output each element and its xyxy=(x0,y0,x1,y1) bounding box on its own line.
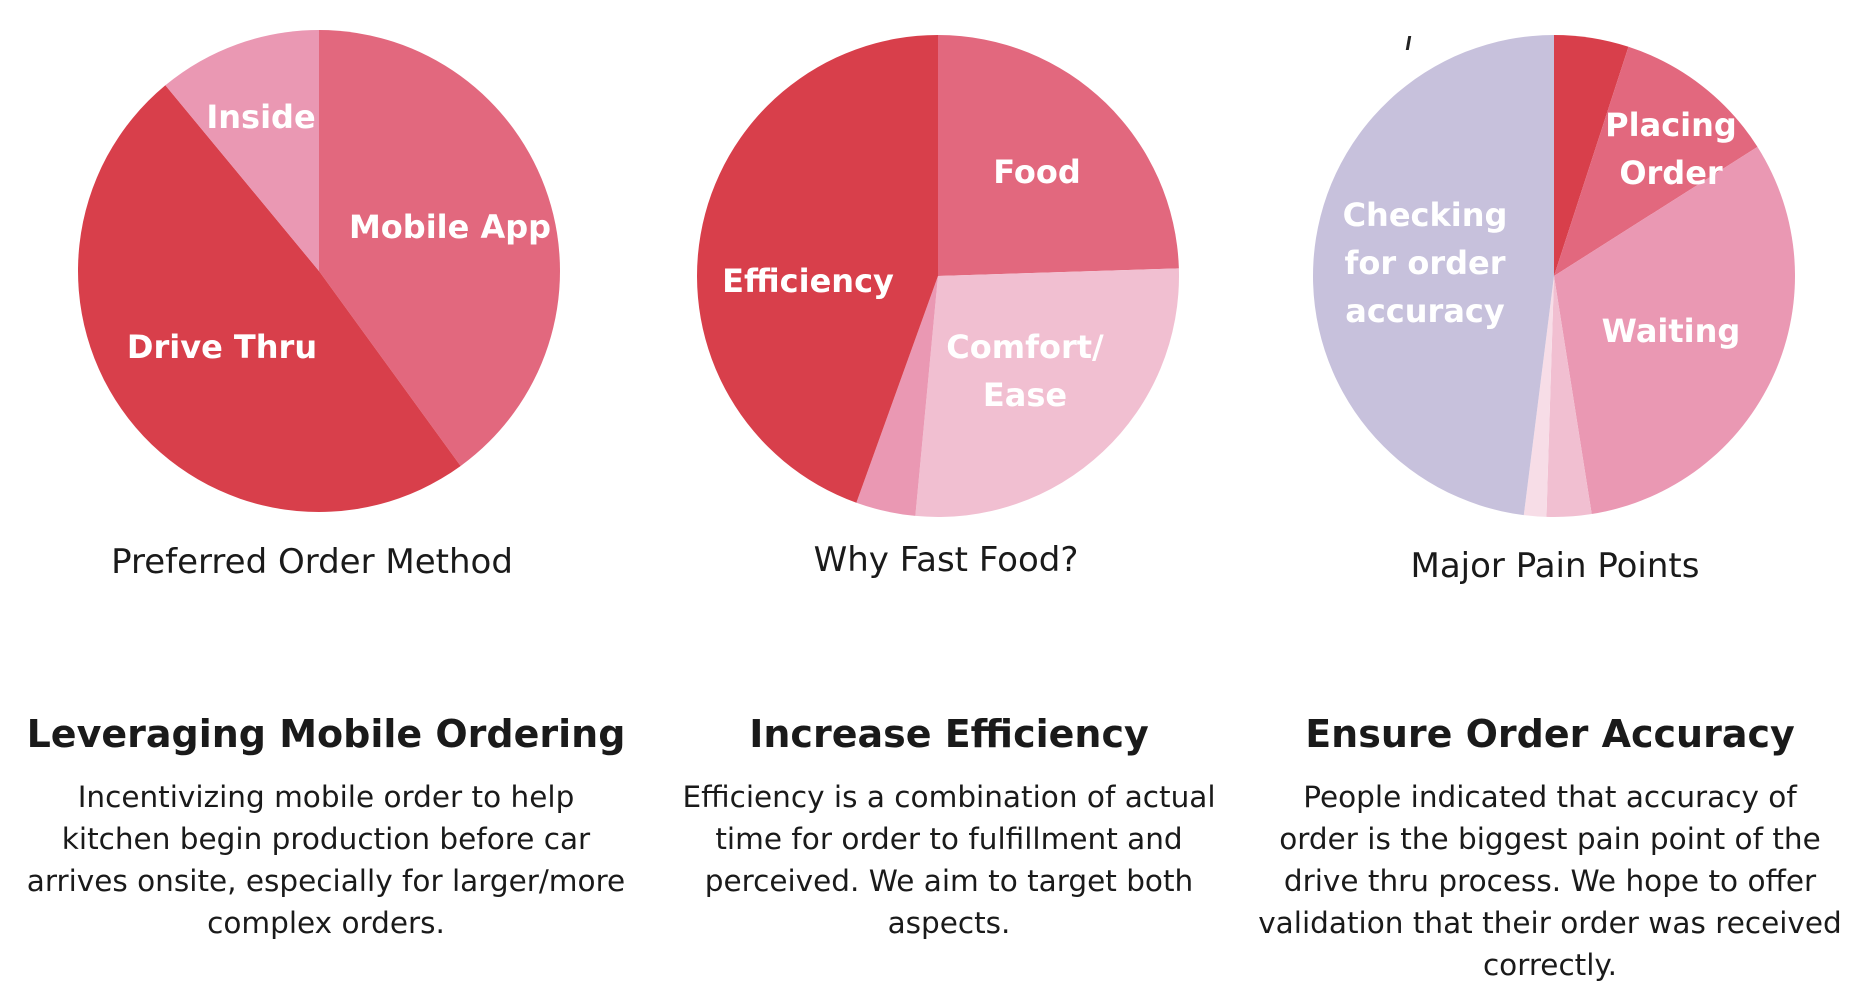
pie-slice xyxy=(856,276,938,516)
slice-label: Food xyxy=(993,153,1080,191)
paragraph-line: Efficiency is a combination of actual xyxy=(682,780,1216,814)
pie-slice xyxy=(165,30,319,271)
paragraph-line: complex orders. xyxy=(207,906,445,940)
paragraph-line: order is the biggest pain point of the xyxy=(1279,822,1821,856)
chart-title-order-method: Preferred Order Method xyxy=(111,542,513,582)
paragraph-line: Incentivizing mobile order to help xyxy=(77,780,575,814)
pie-chart-1: Mobile App Drive Thru Inside xyxy=(78,30,560,512)
pie-slice xyxy=(696,35,938,503)
pie-chart-3: Placing Order Waiting Checking for order accu… xyxy=(1312,35,1795,518)
paragraph-line: arrives onsite, especially for larger/mo… xyxy=(26,864,626,898)
pie-slice xyxy=(1554,146,1795,515)
paragraph-increase-efficiency: Efficiency is a combination of actual ti… xyxy=(649,776,1249,944)
slice-label: Checking for order accuracy xyxy=(1343,196,1508,330)
pie-slice xyxy=(1554,46,1758,276)
pie-slice xyxy=(1546,276,1592,518)
chart-title-why-fast-food: Why Fast Food? xyxy=(813,540,1079,580)
heading-increase-efficiency: Increase Efficiency xyxy=(749,712,1149,756)
pie-slice xyxy=(1554,35,1629,276)
heading-order-accuracy: Ensure Order Accuracy xyxy=(1305,712,1795,756)
pie-slice xyxy=(1312,35,1554,516)
pie-chart-2: Food Comfort/Ease Efficiency xyxy=(696,35,1179,517)
slice-label: Drive Thru xyxy=(127,328,317,366)
pie-charts: Mobile App Drive Thru Inside Food Comfort/Ea… xyxy=(78,30,1795,518)
slice-label: Waiting xyxy=(1602,312,1741,350)
slice-label: Inside xyxy=(206,98,315,136)
slice-label: Comfort/Ease xyxy=(946,328,1104,414)
paragraph-line: perceived. We aim to target both xyxy=(704,864,1194,898)
pie-slice xyxy=(915,268,1179,517)
paragraph-line: validation that their order was received xyxy=(1258,906,1842,940)
heading-mobile-ordering: Leveraging Mobile Ordering xyxy=(26,712,626,756)
paragraph-mobile-ordering: Incentivizing mobile order to help kitch… xyxy=(6,776,646,944)
slice-label: Placing Order xyxy=(1605,106,1737,192)
paragraph-line: kitchen begin production before car xyxy=(61,822,591,856)
slice-label: Mobile App xyxy=(349,208,551,246)
chart-title-pain-points: Major Pain Points xyxy=(1410,546,1700,586)
pie-slice xyxy=(1523,276,1554,517)
paragraph-line: correctly. xyxy=(1482,948,1618,982)
pie-slice xyxy=(938,35,1179,276)
paragraph-line: aspects. xyxy=(887,906,1011,940)
pie-slice xyxy=(319,30,560,466)
paragraph-order-accuracy: People indicated that accuracy of order … xyxy=(1240,776,1860,986)
pie-slice xyxy=(78,85,461,512)
paragraph-line: time for order to fulfillment and xyxy=(715,822,1183,856)
slice-label: Efficiency xyxy=(722,262,894,300)
paragraph-line: People indicated that accuracy of xyxy=(1303,780,1797,814)
paragraph-line: drive thru process. We hope to offer xyxy=(1283,864,1817,898)
